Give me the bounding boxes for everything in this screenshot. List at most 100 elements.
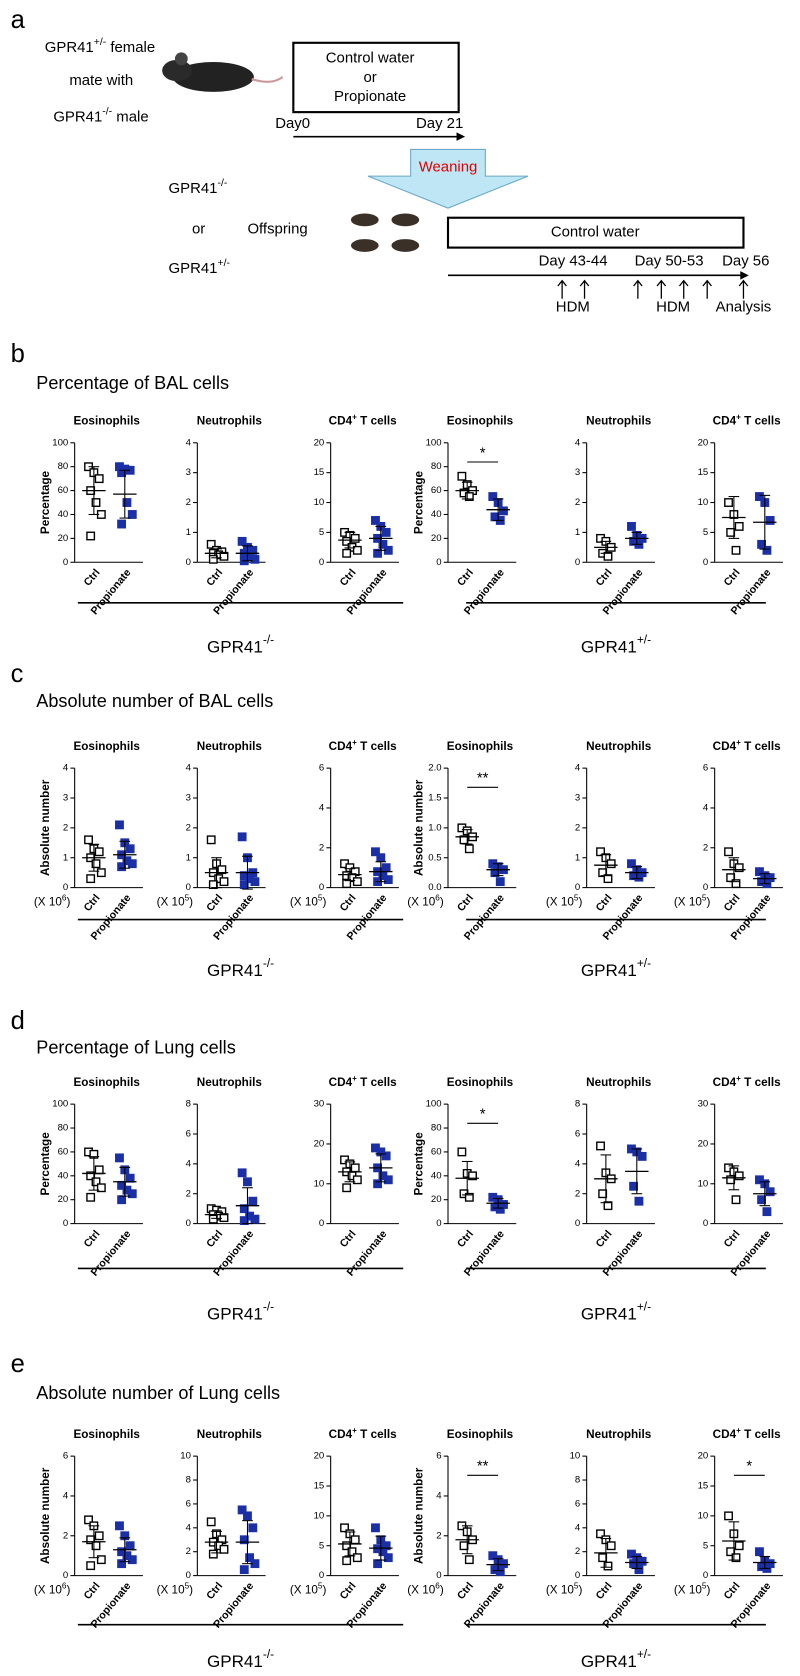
data-point [206, 835, 216, 845]
group-label: GPR41+/- [581, 1647, 651, 1670]
data-point [603, 1201, 613, 1211]
unit-label: (X 105) [546, 893, 583, 908]
y-tick-label: 6 [63, 1451, 68, 1462]
data-point [765, 1187, 775, 1197]
data-point [352, 1175, 362, 1185]
x-tick-label: Ctrl [455, 1228, 476, 1250]
data-point [596, 1529, 605, 1539]
error-bar [492, 863, 504, 877]
text-part: GPR41 [581, 960, 637, 979]
data-point [598, 1189, 608, 1199]
day-label: Day 43-44 [539, 252, 608, 269]
y-tick-label: 3 [575, 793, 580, 804]
data-point [219, 1213, 229, 1223]
hdm-arrows [557, 279, 749, 299]
analysis-label: Analysis [716, 298, 772, 315]
text-part: GPR41 [581, 1304, 637, 1323]
y-tick-label: 20 [698, 1138, 709, 1149]
text-part: T cells [741, 1076, 781, 1089]
significance-label: * [480, 444, 486, 461]
error-bar [119, 1537, 131, 1563]
error-bar [631, 1148, 643, 1195]
panel-letter: d [11, 1007, 25, 1035]
group-label: GPR41-/- [207, 956, 274, 979]
text-part: T cells [357, 1428, 397, 1441]
text-part: Neutrophils [197, 415, 263, 428]
data-point [243, 1177, 252, 1187]
data-point [596, 1141, 605, 1151]
text-part: GPR41 [207, 637, 263, 656]
y-tick-label: 80 [431, 461, 442, 472]
data-point [94, 847, 104, 857]
error-bar [211, 857, 222, 889]
superscript: +/- [217, 258, 230, 269]
error-bar [492, 498, 504, 521]
data-point [96, 868, 106, 878]
x-tick-label: Ctrl [722, 1580, 743, 1602]
error-bar [600, 1538, 612, 1568]
parent-female: GPR41+/- female [45, 37, 155, 56]
data-point [84, 835, 93, 845]
data-point [734, 521, 744, 531]
dot-plot: Eosinophils020406080100PercentageCtrlPro… [412, 1076, 517, 1279]
x-tick-label: Ctrl [204, 567, 225, 589]
chart-title: Eosinophils [447, 1076, 514, 1089]
x-tick-label: Ctrl [722, 892, 743, 914]
superscript: 6 [62, 893, 67, 902]
superscript: + [736, 1425, 741, 1434]
error-bar [492, 1197, 504, 1209]
data-point [125, 844, 135, 854]
y-tick-label: 8 [186, 1099, 191, 1110]
superscript: + [736, 1073, 741, 1082]
error-bar [242, 545, 253, 562]
data-point [371, 516, 380, 525]
text-part: (X 10 [290, 896, 318, 909]
data-point [237, 536, 247, 546]
y-tick-label: 4 [436, 1490, 442, 1501]
y-axis-label: Percentage [412, 470, 425, 534]
x-tick-label: Ctrl [455, 892, 476, 914]
y-tick-label: 10 [180, 1451, 191, 1462]
chart-title: CD4+ T cells [329, 1073, 397, 1088]
text-part: ) [189, 1584, 193, 1597]
y-tick-label: 4 [186, 1158, 192, 1169]
y-tick-label: 1 [575, 527, 580, 538]
chart-title: Eosinophils [447, 415, 514, 428]
data-point [237, 1168, 247, 1178]
text-part: ) [578, 1584, 582, 1597]
y-tick-label: 4 [319, 802, 325, 813]
error-bar [728, 1521, 740, 1561]
data-point [457, 1147, 467, 1157]
superscript: 5 [185, 893, 190, 902]
y-tick-label: 0 [319, 1218, 324, 1229]
error-bar [759, 1181, 771, 1207]
error-bar [344, 531, 356, 549]
data-point [122, 498, 132, 507]
x-tick-label: Ctrl [338, 1228, 359, 1250]
text-part: T cells [357, 415, 397, 428]
data-point [237, 832, 247, 842]
data-point [457, 471, 467, 481]
group-label: GPR41+/- [581, 956, 651, 979]
data-point [464, 492, 474, 501]
y-tick-label: 20 [698, 1451, 709, 1462]
data-point [755, 492, 764, 501]
y-tick-label: 0 [575, 1218, 580, 1229]
data-point [206, 539, 216, 549]
text-part: ) [706, 896, 710, 909]
data-point [86, 874, 96, 884]
y-tick-label: 6 [186, 1129, 191, 1140]
text-part: T cells [741, 740, 781, 753]
y-tick-label: 0 [436, 557, 441, 568]
data-point [117, 1559, 127, 1569]
y-tick-label: 4 [703, 802, 709, 813]
data-point [383, 1175, 393, 1185]
y-axis-label: Percentage [412, 1132, 425, 1196]
text-part: ) [440, 896, 444, 909]
y-tick-label: 0 [703, 882, 708, 893]
